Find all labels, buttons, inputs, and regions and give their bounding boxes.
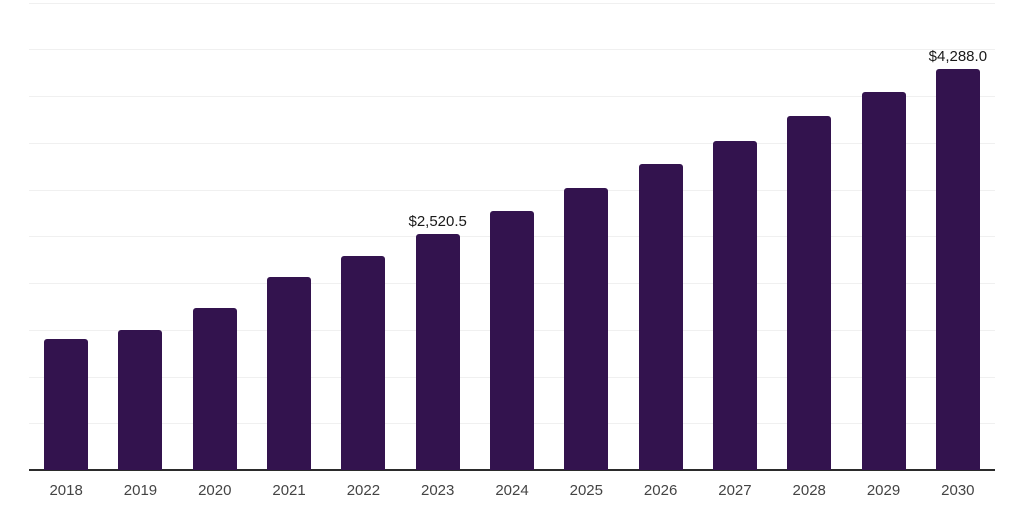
bar-2023 <box>415 234 460 470</box>
bar-2021 <box>267 276 312 470</box>
value-label-2030: $4,288.0 <box>928 48 988 66</box>
gridline <box>29 49 995 51</box>
x-tick-label-2023: 2023 <box>421 482 455 499</box>
bar-2018 <box>44 339 89 470</box>
bar-2030 <box>935 69 980 470</box>
x-tick-label-2021: 2021 <box>272 482 306 499</box>
x-tick-label-2019: 2019 <box>123 482 158 499</box>
x-tick-label-2022: 2022 <box>346 482 381 499</box>
bar-2027 <box>712 140 757 470</box>
x-tick-label-2030: 2030 <box>941 482 975 499</box>
x-tick-label-2025: 2025 <box>569 482 603 499</box>
bar-2020 <box>192 308 237 470</box>
gridline <box>29 2 995 4</box>
gridline <box>29 142 995 144</box>
x-tick-label-2024: 2024 <box>495 482 529 499</box>
bar-2028 <box>787 115 832 470</box>
bar-2022 <box>341 255 386 470</box>
bar-2025 <box>564 188 609 470</box>
bar-2019 <box>118 330 163 470</box>
gridline <box>29 96 995 97</box>
x-tick-label-2027: 2027 <box>718 482 752 499</box>
x-tick-label-2020: 2020 <box>198 482 232 499</box>
x-tick-label-2029: 2029 <box>866 482 901 499</box>
x-axis-line <box>29 469 995 471</box>
x-tick-label-2028: 2028 <box>792 482 826 499</box>
gridline <box>29 189 995 191</box>
x-tick-label-2026: 2026 <box>643 482 678 499</box>
x-tick-label-2018: 2018 <box>49 482 83 499</box>
bar-2024 <box>490 211 534 470</box>
bar-2026 <box>638 163 683 470</box>
bar-2029 <box>861 91 906 470</box>
value-label-2023: $2,520.5 <box>408 213 467 231</box>
